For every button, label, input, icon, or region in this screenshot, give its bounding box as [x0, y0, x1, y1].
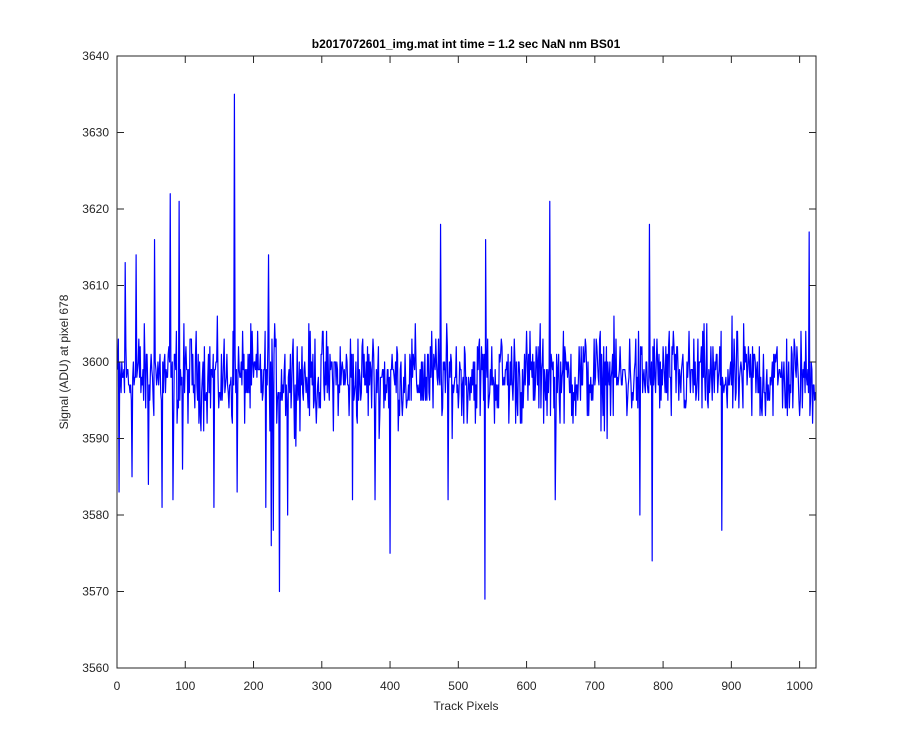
- x-tick-label: 300: [312, 679, 332, 693]
- y-tick-label: 3590: [82, 432, 109, 446]
- x-tick-label: 200: [244, 679, 264, 693]
- x-axis-label: Track Pixels: [434, 699, 499, 713]
- chart-title: b2017072601_img.mat int time = 1.2 sec N…: [312, 37, 621, 51]
- x-tick-label: 800: [653, 679, 673, 693]
- y-tick-label: 3600: [82, 355, 109, 369]
- y-tick-label: 3620: [82, 202, 109, 216]
- x-tick-label: 500: [448, 679, 468, 693]
- y-tick-label: 3630: [82, 126, 109, 140]
- x-tick-label: 1000: [786, 679, 813, 693]
- y-tick-label: 3580: [82, 508, 109, 522]
- y-tick-label: 3570: [82, 585, 109, 599]
- y-tick-label: 3610: [82, 279, 109, 293]
- data-layer: [117, 93, 817, 600]
- y-tick-label: 3560: [82, 661, 109, 675]
- y-axis-label: Signal (ADU) at pixel 678: [57, 294, 71, 429]
- axes-layer: 0 100 200 300 400 500 600 700 800 900 1000 3560 3570…: [82, 49, 817, 693]
- x-tick-label: 0: [114, 679, 121, 693]
- x-tick-label: 600: [517, 679, 537, 693]
- y-tick-label: 3640: [82, 49, 109, 63]
- series-line-0: [117, 93, 817, 600]
- x-tick-label: 400: [380, 679, 400, 693]
- x-tick-label: 100: [175, 679, 195, 693]
- x-tick-label: 900: [721, 679, 741, 693]
- x-tick-label: 700: [585, 679, 605, 693]
